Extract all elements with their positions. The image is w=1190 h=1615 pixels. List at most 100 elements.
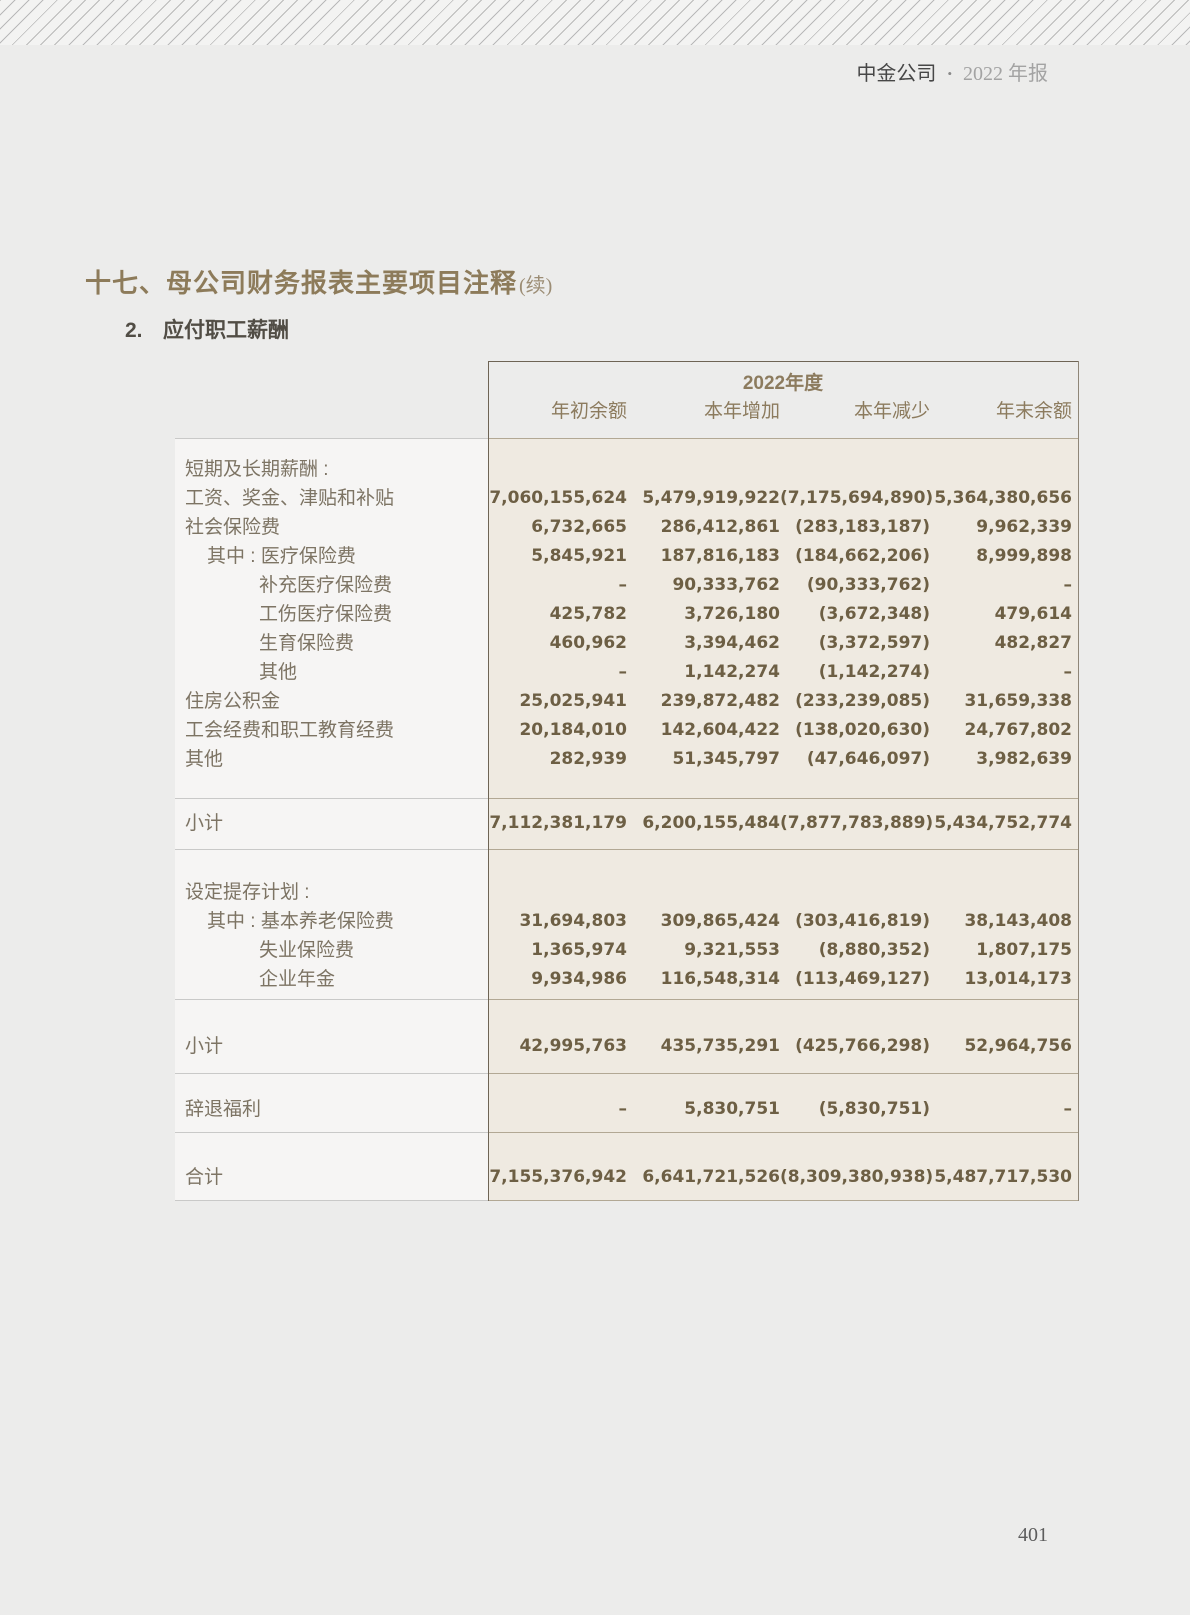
subsection-title: 2. 应付职工薪酬 [125, 314, 289, 344]
cell-value: 6,200,155,484 [642, 813, 780, 833]
table-vertical-rule [488, 361, 489, 1201]
column-header: 本年增加 [703, 401, 780, 422]
row-label: 辞退福利 [185, 1099, 262, 1120]
cell-value: (184,662,206) [795, 546, 930, 566]
row-label: 住房公积金 [185, 691, 281, 712]
cell-value: (47,646,097) [806, 749, 930, 769]
cell-value: 482,827 [994, 633, 1072, 653]
subsection-index: 2. [125, 319, 143, 342]
cell-value: (5,830,751) [818, 1099, 930, 1119]
cell-value: – [618, 1099, 628, 1119]
row-label: 社会保险费 [185, 517, 281, 538]
row-label: 其他 [185, 749, 224, 770]
cell-value: 435,735,291 [660, 1036, 780, 1056]
table-section: 短期及长期薪酬 : 工资、奖金、津贴和补贴 7,060,155,624 5,479,9… [175, 439, 1078, 798]
cell-value: 31,694,803 [519, 911, 627, 931]
cell-value [627, 878, 780, 907]
section-divider [175, 1073, 1078, 1074]
report-year: 2022 年报 [963, 63, 1048, 85]
cell-value: 1,142,274 [684, 662, 780, 682]
period-header: 2022年度 [742, 373, 824, 394]
cell-value: (425,766,298) [795, 1036, 930, 1056]
row-label: 其中 : 医疗保险费 [207, 546, 356, 567]
table-row: 小计 7,112,381,179 6,200,155,484 (7,877,783,8… [175, 809, 1078, 838]
row-label: 其他 [259, 662, 298, 683]
cell-value: 5,845,921 [531, 546, 627, 566]
cell-value: – [1063, 1099, 1073, 1119]
table-row: 生育保险费 460,962 3,394,462 (3,372,597) 482,827 [175, 629, 1078, 658]
cell-value [488, 455, 627, 484]
table-row: 其中 : 基本养老保险费 31,694,803 309,865,424 (303,41… [175, 907, 1078, 936]
cell-value: 282,939 [549, 749, 627, 769]
cell-value [627, 455, 780, 484]
row-label: 短期及长期薪酬 : [185, 459, 329, 480]
cell-value: 7,155,376,942 [489, 1167, 627, 1187]
cell-value: (233,239,085) [795, 691, 930, 711]
cell-value: 1,807,175 [976, 940, 1072, 960]
company-name: 中金公司 [856, 63, 937, 85]
cell-value: 6,732,665 [531, 517, 627, 537]
cell-value: 9,962,339 [976, 517, 1072, 537]
cell-value: 9,321,553 [684, 940, 780, 960]
cell-value: (138,020,630) [795, 720, 930, 740]
section-title-text: 十七、母公司财务报表主要项目注释 [85, 268, 518, 298]
cell-value: 5,830,751 [684, 1099, 780, 1119]
cell-value: 6,641,721,526 [642, 1167, 780, 1187]
cell-value: 9,934,986 [531, 969, 627, 989]
cell-value: 7,112,381,179 [489, 813, 627, 833]
cell-value: (90,333,762) [806, 575, 930, 595]
cell-value: 90,333,762 [672, 575, 780, 595]
cell-value: (3,672,348) [818, 604, 930, 624]
cell-value: 8,999,898 [976, 546, 1072, 566]
section-divider [175, 798, 1078, 799]
cell-value: (3,372,597) [818, 633, 930, 653]
cell-value: 5,487,717,530 [934, 1167, 1072, 1187]
section-divider [175, 438, 1078, 439]
table-row: 工伤医疗保险费 425,782 3,726,180 (3,672,348) 479,61… [175, 600, 1078, 629]
table-row: 设定提存计划 : [175, 878, 1078, 907]
cell-value: – [618, 662, 628, 682]
document-header: 中金公司 • 2022 年报 [856, 61, 1048, 87]
table-row: 工资、奖金、津贴和补贴 7,060,155,624 5,479,919,922 (7,… [175, 484, 1078, 513]
cell-value: 31,659,338 [964, 691, 1072, 711]
cell-value: 3,982,639 [976, 749, 1072, 769]
column-header: 本年减少 [853, 401, 930, 422]
cell-value: (8,309,380,938) [780, 1167, 934, 1187]
page-number: 401 [1018, 1524, 1048, 1546]
cell-value: 13,014,173 [964, 969, 1072, 989]
cell-value: 425,782 [549, 604, 627, 624]
cell-value: 479,614 [994, 604, 1072, 624]
cell-value: 7,060,155,624 [489, 488, 627, 508]
cell-value: 38,143,408 [964, 911, 1072, 931]
section-divider [175, 1132, 1078, 1133]
cell-value: 187,816,183 [660, 546, 780, 566]
cell-value: 20,184,010 [519, 720, 627, 740]
section-divider [175, 1200, 1078, 1201]
row-label: 小计 [185, 1036, 224, 1057]
table-section: 小计 42,995,763 435,735,291 (425,766,298) 52,9… [175, 1000, 1078, 1073]
cell-value: 5,479,919,922 [642, 488, 780, 508]
cell-value: 3,394,462 [684, 633, 780, 653]
cell-value: 3,726,180 [684, 604, 780, 624]
table-section: 辞退福利 – 5,830,751 (5,830,751) – [175, 1074, 1078, 1132]
cell-value: 5,364,380,656 [934, 488, 1072, 508]
cell-value: 42,995,763 [519, 1036, 627, 1056]
cell-value: (8,880,352) [818, 940, 930, 960]
row-label: 失业保险费 [259, 940, 355, 961]
cell-value: (7,175,694,890) [780, 488, 934, 508]
cell-value: (283,183,187) [795, 517, 930, 537]
subsection-label: 应付职工薪酬 [163, 319, 289, 342]
cell-value: 309,865,424 [660, 911, 780, 931]
table-row: 企业年金 9,934,986 116,548,314 (113,469,127) 13,… [175, 965, 1078, 994]
bullet-separator: • [947, 66, 952, 81]
section-title-suffix: (续) [519, 275, 553, 297]
row-label: 小计 [185, 813, 224, 834]
compensation-table-body: 短期及长期薪酬 : 工资、奖金、津贴和补贴 7,060,155,624 5,479,9… [175, 438, 1078, 1201]
table-row: 其他 – 1,142,274 (1,142,274) – [175, 658, 1078, 687]
cell-value: (113,469,127) [795, 969, 930, 989]
compensation-table: 2022年度 年初余额 本年增加 本年减少 年末余额 短期及长期薪酬 : 工资、奖金、津… [175, 361, 1079, 1201]
section-divider [175, 849, 1078, 850]
cell-value: 51,345,797 [672, 749, 780, 769]
table-row: 补充医疗保险费 – 90,333,762 (90,333,762) – [175, 571, 1078, 600]
